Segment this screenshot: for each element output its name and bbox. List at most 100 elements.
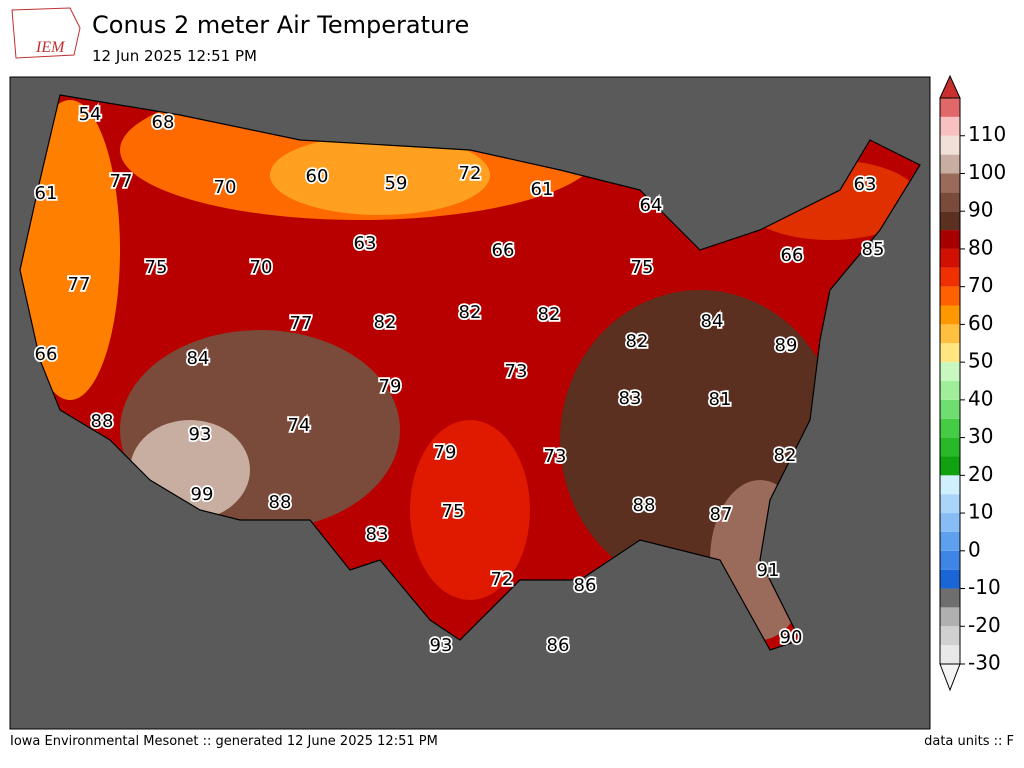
station-value: 73 <box>505 361 528 382</box>
footer-right: data units :: F <box>924 734 1014 749</box>
subtitle: 12 Jun 2025 12:51 PM <box>92 47 257 65</box>
station-value: 84 <box>701 311 724 332</box>
colorbar-tick-label: 110 <box>968 122 1006 146</box>
title: Conus 2 meter Air Temperature <box>92 11 469 39</box>
colorbar-bin <box>940 230 960 249</box>
station-value: 66 <box>35 344 58 365</box>
colorbar-tick-label: 100 <box>968 160 1006 184</box>
colorbar-bin <box>940 607 960 627</box>
station-value: 77 <box>68 274 91 295</box>
colorbar-tick-label: 10 <box>968 500 993 524</box>
station-value: 81 <box>709 389 732 410</box>
station-value: 86 <box>574 575 597 596</box>
station-value: 79 <box>379 376 402 397</box>
station-value: 82 <box>626 331 649 352</box>
colorbar-bin <box>940 531 960 551</box>
colorbar-bin <box>940 248 960 268</box>
colorbar-tick-label: -10 <box>968 575 1001 599</box>
colorbar-bin <box>940 550 960 570</box>
station-value: 66 <box>492 240 515 261</box>
colorbar-tick-label: 0 <box>968 537 981 561</box>
station-value: 64 <box>640 195 663 216</box>
station-value: 93 <box>430 635 453 656</box>
station-value: 74 <box>288 415 311 436</box>
station-value: 82 <box>538 304 561 325</box>
colorbar-bin <box>940 569 960 589</box>
colorbar-tick-label: 40 <box>968 386 993 410</box>
coastline <box>19 94 921 651</box>
map-frame <box>9 76 931 730</box>
colorbar-tick-label: 50 <box>968 349 993 373</box>
colorbar-over <box>939 74 961 99</box>
colorbar-bin <box>940 588 960 608</box>
colorbar-bin <box>940 645 960 664</box>
colorbar-bin <box>940 324 960 344</box>
colorbar-bin <box>940 286 960 306</box>
station-value: 70 <box>214 177 237 198</box>
station-value: 82 <box>774 445 797 466</box>
colorbar-frame <box>939 97 961 665</box>
colorbar-bin <box>940 399 960 419</box>
station-value: 73 <box>544 446 567 467</box>
station-value: 82 <box>459 302 482 323</box>
colorbar-tick-label: -20 <box>968 613 1001 637</box>
station-value: 86 <box>547 635 570 656</box>
colorbar-bin <box>940 135 960 155</box>
colorbar-tick-label: 70 <box>968 273 993 297</box>
station-value: 87 <box>710 504 733 525</box>
colorbar-bin <box>940 173 960 193</box>
station-value: 66 <box>781 245 804 266</box>
colorbar-tick-label: 60 <box>968 311 993 335</box>
colorbar-bin <box>940 513 960 532</box>
colorbar-bin <box>940 626 960 646</box>
colorbar-bin <box>940 154 960 174</box>
logo-text: IEM <box>35 39 66 56</box>
colorbar: -30 -20 -10 0 10 20 30 40 50 60 70 80 90 100 110 <box>939 74 1006 692</box>
station-value: 75 <box>631 257 654 278</box>
footer-left: Iowa Environmental Mesonet :: generated … <box>10 734 438 749</box>
station-value: 88 <box>91 411 114 432</box>
station-value: 89 <box>775 335 798 356</box>
station-value: 99 <box>191 484 214 505</box>
station-value: 68 <box>152 112 175 133</box>
colorbar-bin <box>940 343 960 363</box>
colorbar-tick-label: -30 <box>968 651 1001 675</box>
station-value: 60 <box>306 166 329 187</box>
station-value: 83 <box>366 524 389 545</box>
station-value: 82 <box>374 312 397 333</box>
station-value: 75 <box>145 257 168 278</box>
station-value: 88 <box>633 495 656 516</box>
map: 54 68 77 61 70 60 59 72 61 64 63 63 66 75 70 75 66 85 77 77… <box>10 77 930 729</box>
station-value: 75 <box>442 501 465 522</box>
station-value: 54 <box>79 104 102 125</box>
colorbar-bin <box>940 456 960 476</box>
station-value: 90 <box>780 627 803 648</box>
station-value: 72 <box>459 163 482 184</box>
station-value: 88 <box>269 492 292 513</box>
colorbar-bin <box>940 437 960 457</box>
colorbar-tick-label: 80 <box>968 235 993 259</box>
colorbar-tick-label: 20 <box>968 462 993 486</box>
colorbar-bin <box>940 211 960 231</box>
colorbar-bin <box>940 418 960 438</box>
station-value: 63 <box>854 174 877 195</box>
colorbar-tick-label: 30 <box>968 424 993 448</box>
logo: IEM <box>11 7 81 59</box>
colorbar-bin <box>940 494 960 514</box>
colorbar-bin <box>940 267 960 287</box>
colorbar-bin <box>940 362 960 381</box>
station-value: 72 <box>491 569 514 590</box>
station-value: 77 <box>290 313 313 334</box>
station-value: 77 <box>110 171 133 192</box>
station-labels: 54 68 77 61 70 60 59 72 61 64 63 63 66 75 70 75 66 85 77 77… <box>33 102 886 658</box>
colorbar-under <box>939 663 961 692</box>
colorbar-bin <box>940 98 960 117</box>
station-value: 79 <box>434 442 457 463</box>
colorbar-tick-label: 90 <box>968 198 993 222</box>
station-value: 70 <box>250 257 273 278</box>
station-value: 93 <box>189 424 212 445</box>
colorbar-bin <box>940 381 960 400</box>
colorbar-bin <box>940 116 960 136</box>
station-value: 84 <box>187 348 210 369</box>
